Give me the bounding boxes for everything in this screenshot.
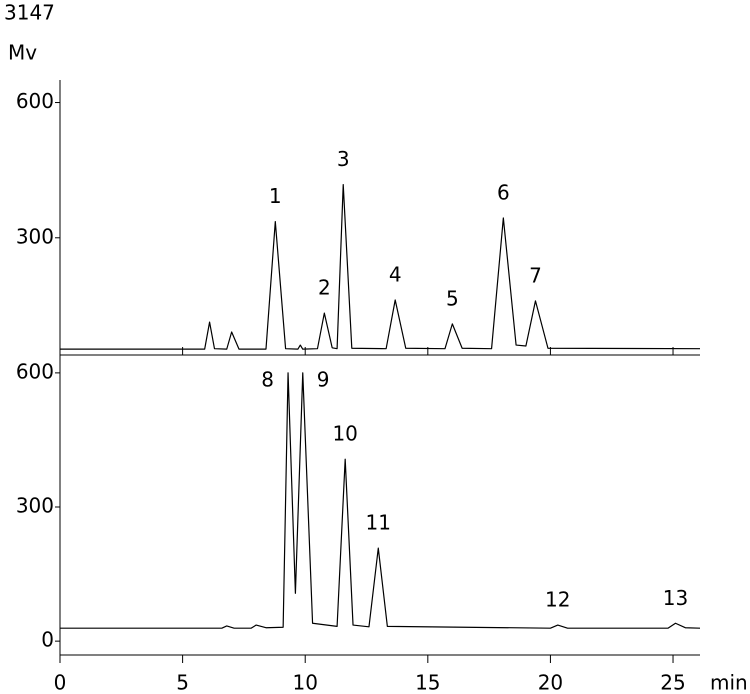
peak-label: 1 [269, 184, 282, 208]
y-tick-label: 300 [16, 494, 54, 518]
peak-label: 7 [529, 263, 542, 287]
peak-label: 4 [389, 263, 402, 287]
peak-label: 6 [497, 180, 510, 204]
peak-label: 8 [261, 368, 274, 392]
peak-label: 12 [545, 588, 570, 612]
y-tick-label: 0 [41, 628, 54, 652]
unit-scale: 3147 [4, 1, 55, 25]
peak-label: 3 [337, 147, 350, 171]
y-axis-label: Mv [8, 41, 37, 65]
x-tick-label: 20 [538, 671, 563, 694]
peak-label: 11 [366, 511, 391, 535]
x-tick-label: 0 [54, 671, 67, 694]
x-tick-label: 5 [176, 671, 189, 694]
peak-label: 9 [317, 368, 330, 392]
trace [60, 372, 701, 629]
trace [60, 183, 701, 350]
x-tick-label: 25 [660, 671, 685, 694]
peak-label: 13 [663, 586, 688, 610]
y-tick-label: 300 [16, 224, 54, 248]
peak-label: 10 [332, 422, 357, 446]
x-axis-label: min [710, 671, 748, 694]
y-tick-label: 600 [16, 89, 54, 113]
x-tick-label: 10 [292, 671, 317, 694]
x-tick-label: 15 [415, 671, 440, 694]
peak-label: 5 [446, 286, 459, 310]
peak-label: 2 [318, 276, 331, 300]
y-tick-label: 600 [16, 359, 54, 383]
